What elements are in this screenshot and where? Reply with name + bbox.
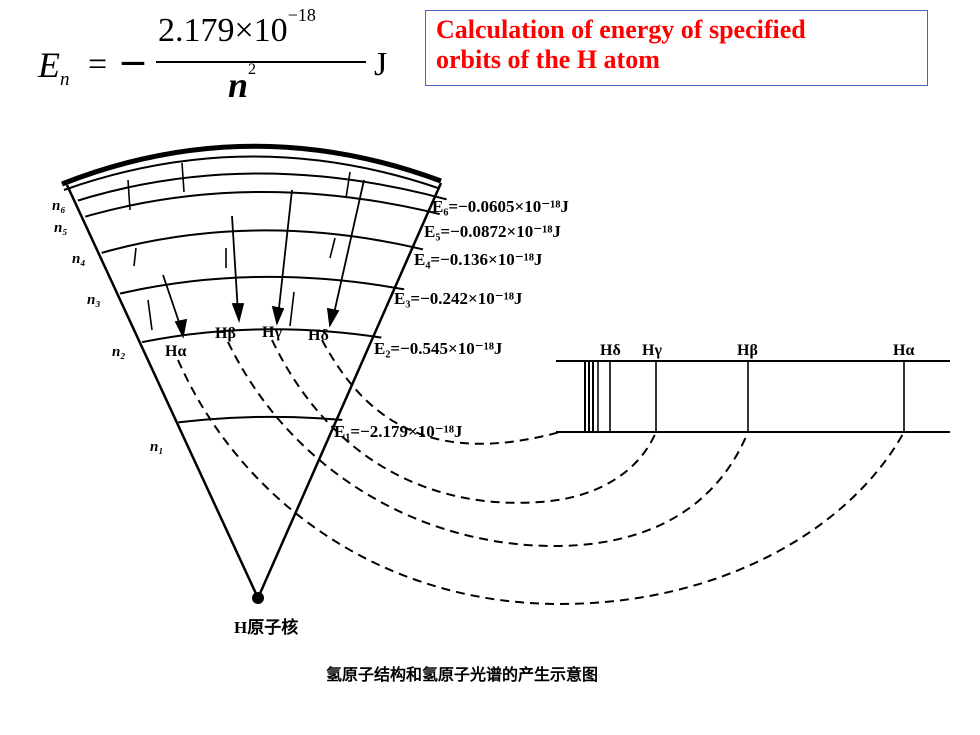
orbit-arc-n5 xyxy=(55,190,470,227)
energy-label-e6: E₆=−0.0605×10⁻¹⁸J xyxy=(432,197,569,216)
orbit-arc-outer xyxy=(61,143,442,187)
orbit-arc-outer-2 xyxy=(63,155,439,191)
fan-edge-right xyxy=(256,182,443,599)
orbit-label-n3: n₃ xyxy=(87,292,101,308)
dashed-curve-beta xyxy=(227,341,749,548)
transition-arrow-delta xyxy=(332,179,365,319)
formula-fraction-bar xyxy=(156,61,366,63)
figure-caption: 氢原子结构和氢原子光谱的产生示意图 xyxy=(326,665,598,684)
orbit-label-n4: n₄ xyxy=(72,251,86,267)
radial-line xyxy=(147,299,153,331)
transition-arrow-gamma xyxy=(277,189,293,318)
orbit-label-n5: n₅ xyxy=(54,220,68,236)
orbit-arc-n4 xyxy=(55,229,470,269)
formula-lhs: En xyxy=(38,45,70,91)
transition-arrow-beta xyxy=(231,215,239,314)
arrow-head xyxy=(326,307,340,328)
orbit-label-n2: n₂ xyxy=(112,344,126,360)
radial-line xyxy=(289,291,295,327)
radial-line xyxy=(127,179,131,211)
formula-minus: – xyxy=(122,35,144,84)
dashed-curve-alpha xyxy=(177,359,905,606)
nucleus-dot xyxy=(252,592,264,604)
nucleus-label: H原子核 xyxy=(234,617,298,637)
fan-edge-left xyxy=(65,184,260,599)
dashed-curve-gamma xyxy=(271,339,657,504)
spectrum-label-gamma: Hγ xyxy=(642,342,662,359)
dashed-curve-delta xyxy=(321,339,561,445)
energy-label-e3: E₃=−0.242×10⁻¹⁸J xyxy=(394,289,523,308)
energy-formula: En = – 2.179×10−18 n2 J xyxy=(38,4,387,108)
title-line-2: orbits of the H atom xyxy=(436,45,660,74)
orbit-label-n6: n₆ xyxy=(52,198,66,214)
transition-arrow-alpha xyxy=(162,274,182,329)
formula-equals: = xyxy=(88,46,108,83)
arrow-head xyxy=(174,318,188,339)
orbit-arc-n6 xyxy=(55,172,470,209)
formula-unit: J xyxy=(374,46,388,83)
energy-label-e4: E₄=−0.136×10⁻¹⁸J xyxy=(414,250,543,269)
radial-line xyxy=(133,247,137,267)
transition-label-delta: Hδ xyxy=(308,327,329,344)
arrow-head xyxy=(231,303,245,324)
orbit-label-n1: n₁ xyxy=(150,439,164,455)
title-box: Calculation of energy of specified orbit… xyxy=(425,10,928,86)
energy-label-e1: E₁=−2.179×10⁻¹⁸J xyxy=(334,422,463,441)
title-line-1: Calculation of energy of specified xyxy=(436,15,806,44)
radial-line xyxy=(329,237,336,259)
radial-line xyxy=(181,162,185,193)
formula-numerator: 2.179×10−18 xyxy=(158,4,316,49)
spectrum-label-beta: Hβ xyxy=(737,342,758,359)
transition-label-alpha: Hα xyxy=(165,343,186,360)
formula-denominator: n2 xyxy=(228,61,257,105)
transition-label-beta: Hβ xyxy=(215,325,236,342)
spectrum-label-delta: Hδ xyxy=(600,342,621,359)
arrow-head xyxy=(271,305,285,326)
radial-line xyxy=(345,171,351,199)
transition-label-gamma: Hγ xyxy=(262,324,282,341)
energy-label-e2: E₂=−0.545×10⁻¹⁸J xyxy=(374,339,503,358)
spectrum-label-alpha: Hα xyxy=(893,342,914,359)
energy-label-e5: E₅=−0.0872×10⁻¹⁸J xyxy=(424,222,561,241)
